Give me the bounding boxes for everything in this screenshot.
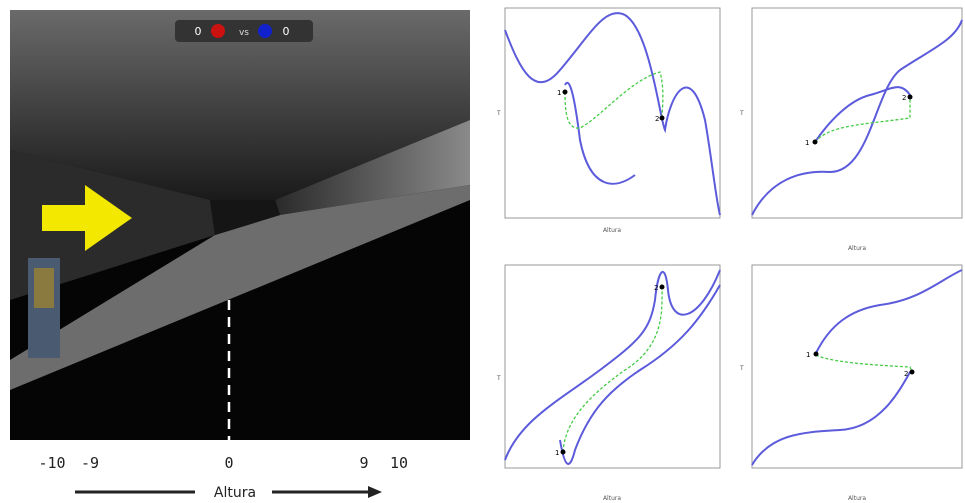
score-separator: vs (239, 28, 249, 38)
plot: 1 2 Altura T (739, 265, 962, 502)
point-label: 2 (654, 284, 658, 292)
x-label: Altura (603, 227, 621, 234)
point-label: 1 (557, 89, 561, 97)
x-label: Altura (848, 245, 866, 252)
score-right: 0 (283, 25, 290, 38)
axis-tick: 10 (390, 454, 408, 472)
point-label: 1 (805, 139, 809, 147)
axis-tick: -10 (38, 454, 65, 472)
point-label: 1 (555, 449, 559, 457)
y-label: T (739, 365, 744, 372)
plot: 1 2 Altura T (496, 8, 720, 234)
y-label: T (496, 110, 501, 117)
axis-tick: -9 (81, 454, 99, 472)
point-label: 1 (806, 351, 810, 359)
x-label: Altura (603, 495, 621, 502)
figure: 0 vs 0 -10 -9 0 9 10 Altura 1 2 Altura T… (0, 0, 965, 503)
plot: 1 2 Altura T (739, 8, 962, 252)
y-label: T (496, 375, 501, 382)
y-label: T (739, 110, 744, 117)
axis-tick: 9 (359, 454, 368, 472)
plot: 1 2 Altura T (496, 265, 720, 502)
axis-label: Altura (214, 485, 256, 501)
axis-tick: 0 (224, 454, 233, 472)
point-label: 2 (904, 370, 908, 378)
x-label: Altura (848, 495, 866, 502)
score-left: 0 (195, 25, 202, 38)
game-view: 0 vs 0 (10, 10, 470, 440)
point-label: 2 (902, 94, 906, 102)
point-label: 2 (655, 115, 659, 123)
